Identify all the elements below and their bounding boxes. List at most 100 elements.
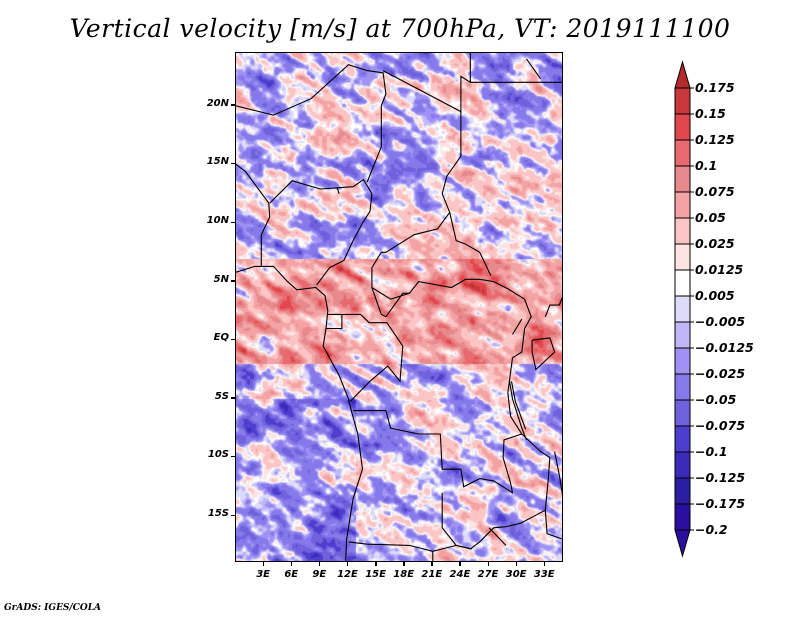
colorbar-box	[674, 295, 691, 323]
border-line	[236, 265, 364, 561]
country-borders	[236, 53, 562, 561]
chart-title: Vertical velocity [m/s] at 700hPa, VT: 2…	[69, 14, 731, 43]
lat-tick-label: 5N	[213, 273, 229, 285]
colorbar-box	[674, 269, 691, 297]
border-line	[385, 292, 410, 318]
colorbar-box	[674, 321, 691, 349]
colorbar-label: 0.1	[695, 158, 718, 173]
lon-tick	[318, 562, 321, 566]
colorbar-label: 0.125	[695, 132, 735, 147]
colorbar-box	[674, 399, 691, 427]
colorbar-label: −0.025	[695, 366, 746, 381]
colorbar-label: −0.05	[695, 392, 737, 407]
border-line	[509, 381, 528, 441]
lon-tick-label: 9E	[312, 569, 327, 580]
border-line	[336, 187, 340, 194]
lat-tick-label: 5S	[214, 390, 229, 402]
colorbar-extend-bottom	[674, 529, 691, 558]
lat-tick-label: 20N	[206, 97, 229, 109]
map-plot-area	[235, 52, 563, 562]
lon-tick	[459, 562, 461, 566]
lat-tick	[231, 338, 235, 341]
lat-tick	[231, 221, 235, 223]
lon-tick-label: 6E	[284, 569, 299, 580]
lon-tick	[431, 562, 433, 566]
lon-tick	[262, 562, 265, 566]
lat-tick-label: EQ	[213, 332, 229, 344]
colorbar-label: 0.15	[695, 106, 726, 121]
lon-tick	[375, 562, 377, 566]
border-line	[326, 314, 343, 330]
colorbar-label: 0.005	[695, 288, 735, 303]
lon-tick	[290, 562, 293, 566]
lon-tick-label: 21E	[421, 569, 443, 580]
colorbar-box	[674, 217, 691, 245]
vertical-velocity-field	[236, 53, 562, 561]
lon-tick-label: 24E	[449, 569, 471, 580]
colorbar-label: 0.075	[695, 184, 735, 199]
colorbar-box	[674, 477, 691, 505]
colorbar-label: 0.175	[695, 80, 735, 95]
lon-tick-label: 30E	[505, 569, 527, 580]
lon-tick	[543, 562, 546, 566]
colorbar-box	[674, 139, 691, 167]
border-line	[526, 58, 542, 80]
lat-tick	[231, 397, 235, 399]
lat-tick	[231, 280, 235, 282]
lon-tick	[403, 562, 405, 566]
colorbar-box	[674, 503, 691, 531]
border-line	[521, 433, 562, 540]
border-line	[371, 278, 525, 300]
lon-tick-label: 33E	[533, 569, 555, 580]
colorbar-label: −0.1	[695, 444, 728, 459]
border-line	[512, 318, 523, 335]
lat-tick-label: 15S	[207, 508, 229, 520]
colorbar-box	[674, 451, 691, 479]
border-line	[510, 381, 527, 430]
colorbar-label: −0.175	[695, 496, 746, 511]
lat-tick	[231, 514, 235, 517]
lon-tick-label: 27E	[477, 569, 499, 580]
grads-credit: GrADS: IGES/COLA	[4, 603, 102, 613]
colorbar-box	[674, 113, 691, 141]
colorbar-label: −0.075	[695, 418, 746, 433]
lon-tick-label: 18E	[393, 569, 415, 580]
lat-tick	[231, 162, 235, 165]
lat-tick	[231, 104, 235, 106]
colorbar-box	[674, 87, 691, 115]
border-line	[236, 64, 387, 183]
border-line	[269, 178, 373, 286]
lon-tick-label: 15E	[365, 569, 386, 580]
border-line	[348, 541, 473, 552]
colorbar-box	[674, 373, 691, 401]
border-line	[460, 53, 471, 112]
colorbar-extend-top	[674, 60, 691, 89]
lon-tick	[515, 562, 518, 566]
lon-tick-label: 3E	[256, 569, 270, 580]
border-line	[449, 212, 492, 277]
border-line	[488, 527, 507, 546]
colorbar-label: 0.05	[695, 210, 726, 225]
colorbar-label: 0.025	[695, 236, 735, 251]
lat-tick-label: 15N	[206, 156, 229, 168]
colorbar-label: −0.0125	[695, 340, 754, 355]
colorbar-label: 0.0125	[695, 262, 744, 277]
lat-tick-label: 10S	[207, 449, 229, 461]
lon-tick	[346, 562, 349, 566]
colorbar-box	[674, 243, 691, 271]
border-line	[236, 163, 271, 267]
border-line	[327, 313, 404, 402]
colorbar-box	[674, 191, 691, 219]
border-line	[353, 299, 532, 494]
border-line	[531, 337, 556, 371]
lat-tick-label: 10N	[206, 215, 229, 226]
colorbar-label: −0.2	[695, 522, 728, 537]
lat-tick	[231, 455, 235, 458]
colorbar-box	[674, 425, 691, 453]
colorbar-label: −0.005	[695, 314, 746, 329]
lon-tick	[487, 562, 490, 566]
border-line	[371, 70, 462, 318]
colorbar-label: −0.125	[695, 470, 746, 485]
border-line	[441, 492, 546, 550]
border-line	[554, 451, 562, 496]
